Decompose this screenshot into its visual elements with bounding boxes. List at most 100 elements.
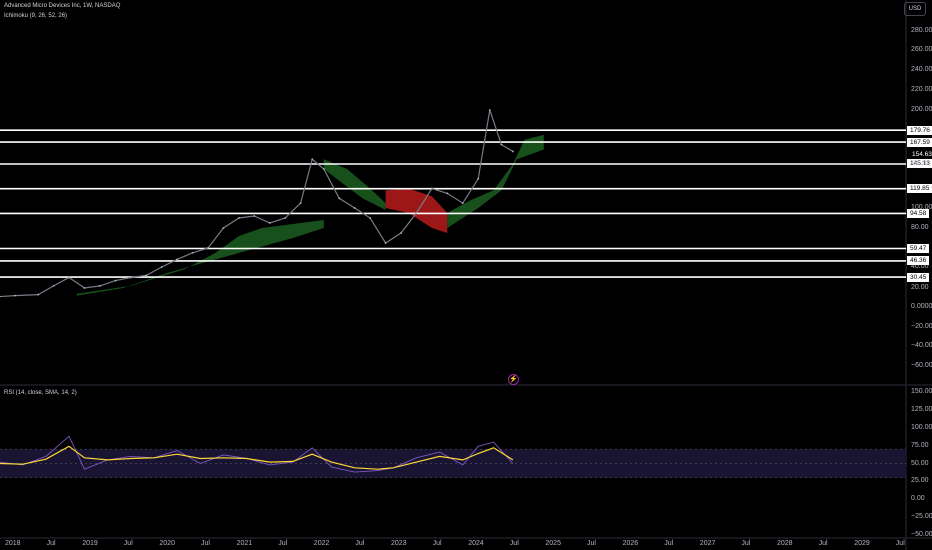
price-tick-label: 100.00	[911, 204, 932, 211]
time-tick-label: Jul	[201, 540, 210, 547]
price-point	[311, 158, 314, 161]
price-point	[369, 217, 372, 219]
rsi-tick-label: −50.00	[911, 531, 932, 538]
level-price-tag: 46.36	[907, 256, 930, 266]
last-price-label: 154.63	[912, 151, 932, 158]
price-point	[99, 285, 101, 287]
price-point	[500, 143, 503, 146]
price-tick-label: 220.00	[911, 86, 932, 93]
time-tick-label: 2028	[777, 540, 793, 547]
price-point	[488, 109, 491, 111]
rsi-tick-label: 75.00	[911, 441, 929, 449]
price-point	[430, 187, 433, 190]
ichimoku-cloud-bull-1	[76, 220, 324, 296]
time-tick-label: 2027	[699, 540, 716, 547]
price-tick-label: 0.0000	[911, 303, 932, 310]
time-tick-label: 2023	[391, 540, 407, 547]
rsi-legend[interactable]: RSI (14, close, SMA, 14, 2)	[4, 390, 77, 396]
price-point	[338, 197, 341, 200]
time-tick-label: 2025	[545, 540, 561, 547]
price-tick-label: 240.00	[911, 66, 932, 73]
price-point	[191, 251, 194, 254]
level-price-tag: 179.76	[907, 125, 932, 135]
time-tick-label: 2029	[854, 540, 870, 547]
level-price-tag: 167.59	[907, 137, 932, 147]
rsi-tick-label: 125.00	[911, 405, 932, 413]
time-tick-label: 2018	[5, 540, 21, 547]
time-tick-label: Jul	[123, 540, 133, 547]
time-tick-label: 2021	[236, 540, 253, 547]
price-tick-label: 20.00	[911, 284, 929, 291]
price-point	[253, 215, 256, 217]
price-tick-label: 280.00	[911, 27, 932, 34]
price-point	[207, 247, 209, 249]
time-tick-label: Jul	[46, 540, 56, 547]
rsi-tick-label: 25.00	[911, 477, 929, 485]
price-tick-label: −60.00	[911, 362, 932, 369]
rsi-tick-label: 0.00	[911, 495, 925, 503]
price-point	[446, 192, 449, 195]
level-price-tag: 145.13	[907, 159, 932, 169]
price-point	[384, 242, 387, 244]
price-point	[83, 287, 86, 289]
symbol-title: Advanced Micro Devices Inc, 1W, NASDAQ	[4, 3, 121, 9]
price-tick-label: 40.00	[911, 263, 929, 270]
rsi-line	[0, 435, 514, 473]
rsi-ma-line	[0, 445, 514, 470]
time-tick-label: Jul	[741, 540, 751, 547]
price-point	[222, 227, 225, 229]
time-tick-label: Jul	[278, 540, 288, 547]
price-point	[176, 258, 179, 261]
price-point	[160, 266, 163, 268]
time-tick-label: Jul	[432, 540, 442, 547]
price-point	[14, 294, 16, 297]
level-price-tag: 119.85	[907, 184, 932, 194]
time-tick-label: 2020	[159, 540, 175, 547]
price-point	[52, 285, 55, 287]
ichimoku-cloud-bear	[385, 188, 448, 233]
price-tick-label: 260.00	[911, 46, 932, 53]
currency-button[interactable]: USD	[904, 2, 926, 16]
time-tick-label: Jul	[587, 540, 596, 547]
price-point	[237, 217, 240, 219]
level-price-tag: 30.45	[907, 272, 930, 282]
flash-icon[interactable]: ⚡	[508, 374, 519, 385]
time-tick-label: Jul	[818, 540, 828, 547]
price-tick-label: −20.00	[911, 322, 932, 330]
price-point	[268, 222, 271, 224]
rsi-tick-label: −25.00	[911, 513, 932, 521]
price-tick-label: 200.00	[911, 106, 932, 113]
price-point	[415, 212, 418, 214]
level-price-tag: 59.47	[907, 244, 930, 253]
ichimoku-legend[interactable]: Ichimoku (9, 26, 52, 26)	[4, 13, 68, 19]
price-point	[145, 274, 148, 277]
price-point	[284, 217, 287, 219]
time-tick-label: Jul	[895, 540, 905, 547]
price-point	[299, 202, 302, 205]
price-point	[322, 168, 325, 170]
price-point	[37, 293, 40, 296]
time-tick-label: Jul	[664, 540, 674, 547]
time-tick-label: 2026	[622, 540, 639, 547]
time-tick-label: 2019	[82, 540, 98, 547]
time-tick-label: Jul	[509, 540, 519, 547]
ichimoku-cloud-bull-3	[447, 134, 544, 228]
time-tick-label: 2022	[313, 540, 330, 547]
price-point	[353, 207, 356, 209]
time-tick-label: 2024	[468, 540, 484, 547]
price-tick-label: 80.00	[911, 224, 929, 231]
time-tick-label: Jul	[355, 540, 365, 547]
level-price-tag: 94.58	[907, 208, 930, 218]
rsi-tick-label: 100.00	[911, 423, 932, 431]
bar-countdown-label: 3d 1h	[912, 160, 929, 167]
price-point	[512, 150, 514, 153]
price-point	[461, 202, 464, 205]
ichimoku-cloud-bull-2	[323, 159, 386, 210]
price-point	[400, 232, 402, 234]
price-point	[114, 279, 117, 282]
rsi-tick-label: 150.00	[911, 388, 932, 395]
price-point	[477, 177, 480, 180]
price-point	[68, 276, 70, 279]
price-tick-label: −40.00	[911, 342, 932, 350]
